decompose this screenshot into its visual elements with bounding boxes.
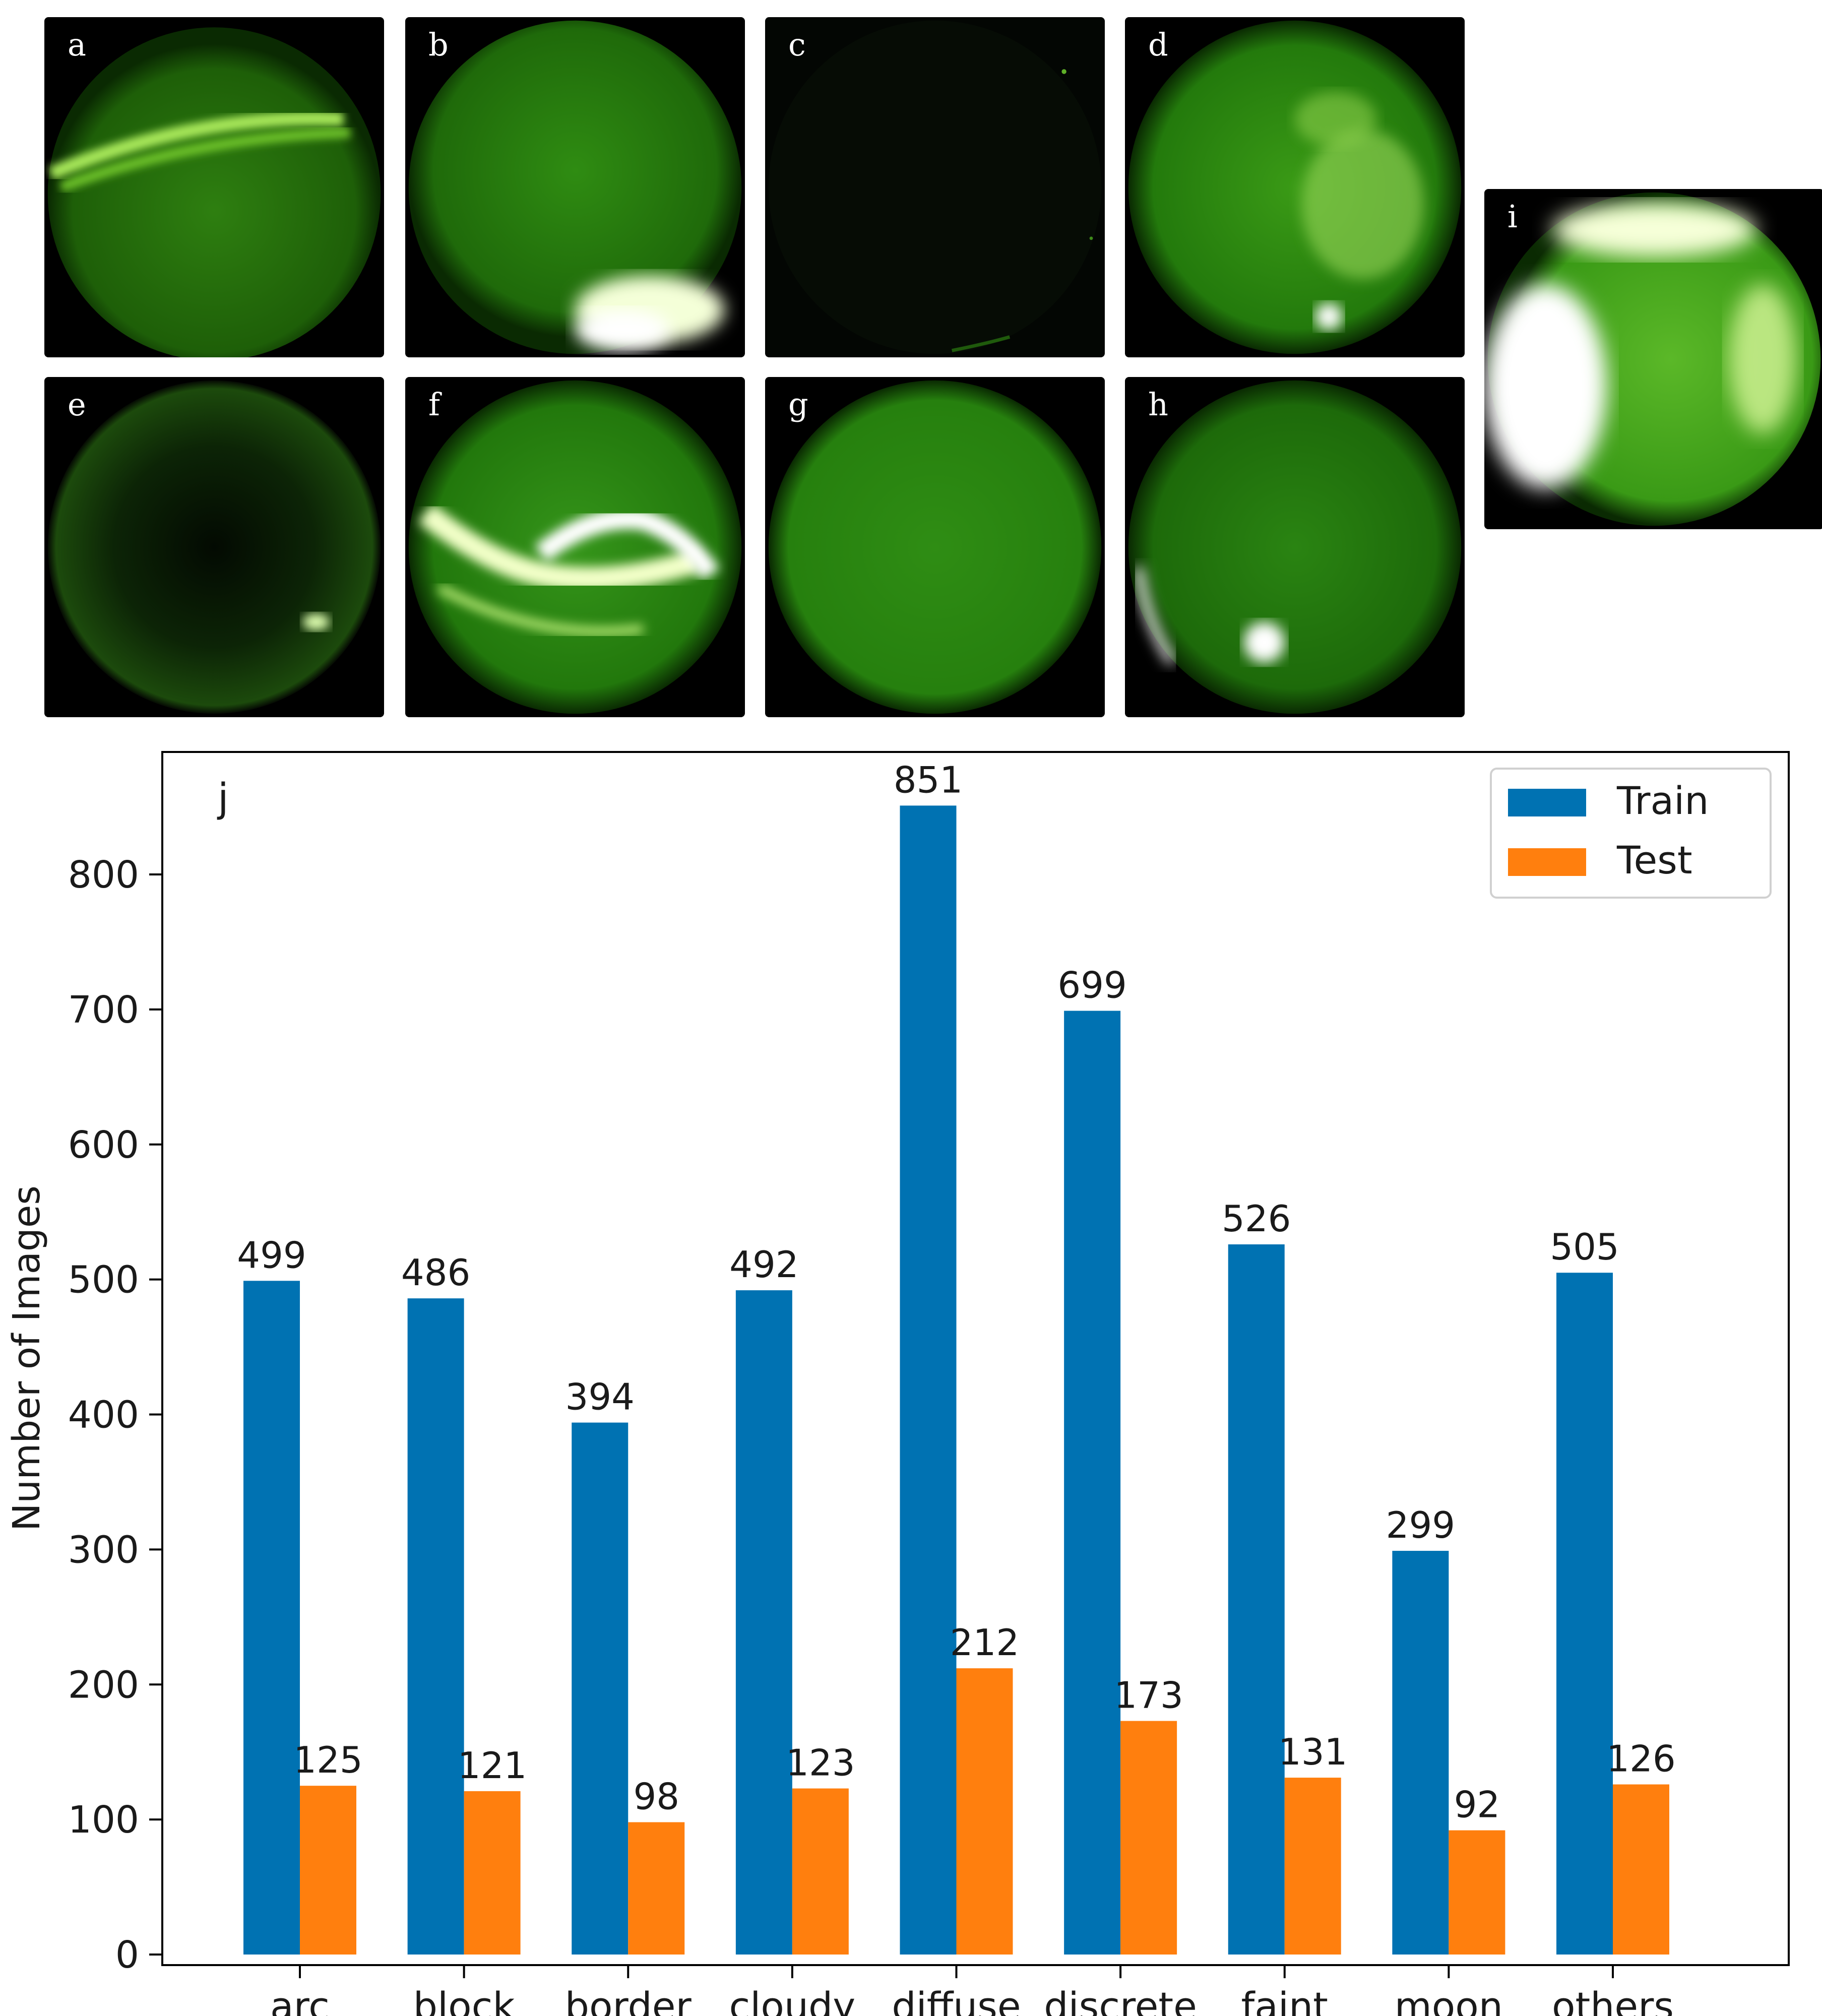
panel-label-e: e [68, 386, 86, 423]
bar-train-cloudy [735, 1290, 792, 1955]
bar-train-block [407, 1298, 464, 1955]
bar-test-diffuse [956, 1668, 1013, 1955]
panel-label-a: a [68, 26, 86, 63]
legend-label-test: Test [1616, 838, 1692, 883]
data-label-test-block: 121 [458, 1744, 527, 1787]
y-axis-title: Number of Images [5, 1185, 48, 1531]
panel-d: d [1125, 17, 1465, 357]
x-tick-label: block [413, 1984, 515, 2016]
bar-train-diffuse [900, 805, 957, 1955]
data-label-train-diffuse: 851 [894, 759, 963, 801]
data-label-test-faint: 131 [1278, 1731, 1347, 1773]
x-tick-label: diffuse [892, 1984, 1021, 2016]
bar-train-discrete [1064, 1011, 1121, 1955]
bar-test-moon [1449, 1830, 1505, 1955]
bar-test-arc [300, 1786, 356, 1955]
panel-label-i: i [1507, 198, 1518, 235]
bar-train-others [1556, 1273, 1613, 1955]
data-label-train-arc: 499 [237, 1234, 306, 1276]
y-tick-label: 0 [115, 1933, 139, 1977]
bar-test-others [1613, 1784, 1669, 1955]
bar-test-faint [1284, 1778, 1341, 1955]
data-label-test-discrete: 173 [1114, 1674, 1183, 1717]
allsky-image-b [405, 17, 745, 357]
allsky-image-e [44, 377, 384, 717]
y-tick-label: 400 [68, 1394, 139, 1437]
allsky-image-c [765, 17, 1105, 357]
x-tick-label: discrete [1044, 1984, 1197, 2016]
bar-test-block [464, 1791, 521, 1955]
data-label-train-block: 486 [401, 1251, 470, 1294]
bar-train-border [572, 1422, 629, 1955]
panel-i: i [1484, 189, 1822, 529]
data-label-train-faint: 526 [1222, 1198, 1291, 1240]
legend: Train Test [1490, 768, 1772, 899]
panel-label-g: g [788, 386, 808, 423]
panel-b: b [405, 17, 745, 357]
panel-f: f [405, 377, 745, 717]
data-label-test-others: 126 [1606, 1737, 1675, 1780]
allsky-image-g [765, 377, 1105, 717]
y-tick-label: 100 [68, 1798, 139, 1842]
bar-train-moon [1392, 1551, 1449, 1955]
legend-swatch-test [1508, 848, 1586, 876]
data-label-test-cloudy: 123 [786, 1742, 855, 1784]
data-label-train-cloudy: 492 [729, 1243, 798, 1286]
bar-test-discrete [1120, 1721, 1177, 1955]
allsky-image-f [405, 377, 745, 717]
panel-e: e [44, 377, 384, 717]
x-tick-label: arc [270, 1984, 330, 2016]
bar-series-group: 499 125 486 121 394 98 492 123 851 212 699 173 526 13… [237, 759, 1676, 1955]
panel-label-h: h [1148, 386, 1168, 423]
x-tick-label: others [1552, 1984, 1674, 2016]
allsky-image-i [1484, 189, 1822, 529]
allsky-image-a [44, 17, 384, 357]
allsky-image-d [1125, 17, 1465, 357]
data-label-test-arc: 125 [293, 1739, 362, 1781]
y-tick-label: 700 [68, 988, 139, 1032]
panel-label-d: d [1148, 26, 1168, 63]
bar-test-border [628, 1822, 685, 1955]
panel-label-f: f [428, 386, 440, 423]
x-axis: arc block border cloudy diffuse discrete faint… [270, 1965, 1674, 2016]
y-tick-label: 200 [68, 1663, 139, 1707]
bar-train-faint [1228, 1244, 1285, 1955]
data-label-test-border: 98 [633, 1775, 679, 1817]
x-tick-label: cloudy [729, 1984, 855, 2016]
legend-swatch-train [1508, 789, 1586, 816]
y-axis: 0 100 200 300 400 500 600 700 800 [68, 853, 162, 1977]
data-label-train-discrete: 699 [1057, 964, 1126, 1006]
bar-train-arc [243, 1281, 300, 1955]
panel-label-b: b [428, 26, 449, 63]
bar-chart: j 0 100 200 300 400 500 600 700 800 arc block bord… [5, 751, 1790, 2016]
chart-panel-label: j [217, 776, 229, 821]
data-label-test-moon: 92 [1454, 1784, 1500, 1826]
legend-label-train: Train [1616, 778, 1709, 823]
x-tick-label: faint [1241, 1984, 1328, 2016]
data-label-train-border: 394 [566, 1376, 635, 1418]
data-label-train-others: 505 [1550, 1226, 1619, 1268]
y-tick-label: 300 [68, 1528, 139, 1571]
x-tick-label: border [565, 1984, 692, 2016]
y-tick-label: 800 [68, 853, 139, 897]
y-tick-label: 500 [68, 1258, 139, 1302]
bar-test-cloudy [792, 1788, 849, 1955]
panel-c: c [765, 17, 1105, 357]
panel-g: g [765, 377, 1105, 717]
data-label-train-moon: 299 [1386, 1504, 1455, 1546]
x-tick-label: moon [1395, 1984, 1503, 2016]
panel-h: h [1125, 377, 1465, 717]
y-tick-label: 600 [68, 1123, 139, 1167]
allsky-image-h [1125, 377, 1465, 717]
panel-a: a [44, 17, 384, 357]
panel-label-c: c [788, 26, 806, 63]
data-label-test-diffuse: 212 [950, 1621, 1019, 1664]
